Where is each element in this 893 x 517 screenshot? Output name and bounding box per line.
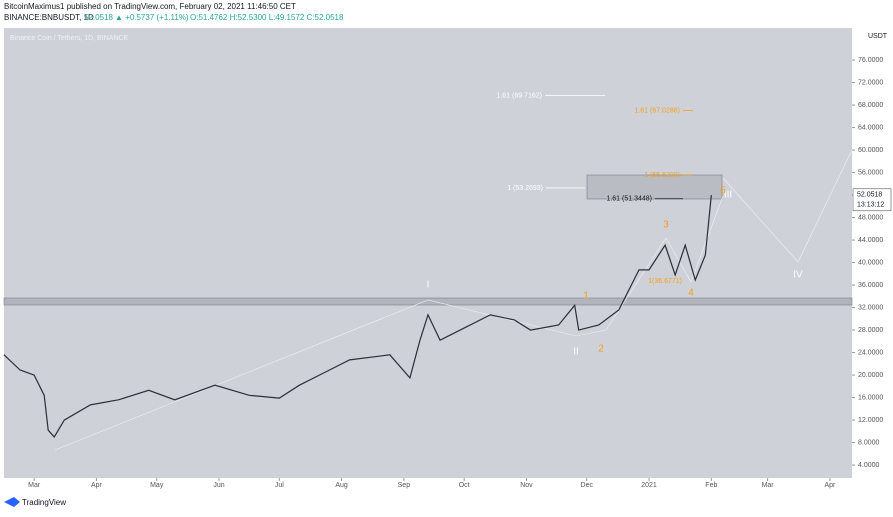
last-price-box bbox=[852, 188, 892, 212]
y-tick-label: 60.0000 bbox=[858, 147, 883, 154]
y-tick-label: 76.0000 bbox=[858, 57, 883, 64]
fib-label: 1.61 (67.0288) bbox=[634, 107, 680, 114]
fib-label: 1 (53.2693) bbox=[507, 185, 543, 192]
header-title: BitcoinMaximus1 published on TradingView… bbox=[4, 2, 296, 11]
x-tick-label: Dec bbox=[581, 482, 594, 489]
y-tick-label: 48.0000 bbox=[858, 214, 883, 221]
x-tick-label: Apr bbox=[91, 482, 103, 489]
y-tick-label: 44.0000 bbox=[858, 237, 883, 244]
x-tick-label: Aug bbox=[335, 482, 348, 489]
wave-label: 3 bbox=[663, 220, 669, 231]
header-price: 52.0518 bbox=[84, 13, 113, 22]
x-tick-label: Mar bbox=[28, 482, 41, 489]
y-tick-label: 8.0000 bbox=[858, 439, 880, 446]
x-tick-label: Mar bbox=[762, 482, 775, 489]
x-tick-label: May bbox=[150, 482, 164, 489]
projection-path bbox=[722, 149, 853, 263]
y-axis-label: USDT bbox=[868, 33, 888, 40]
y-tick-label: 68.0000 bbox=[858, 102, 883, 109]
y-tick-label: 24.0000 bbox=[858, 349, 883, 356]
wave-label: 1 bbox=[583, 291, 589, 302]
support-band bbox=[3, 297, 853, 306]
header-ohlc: O:51.4762 H:52.5300 L:49.1572 C:52.0518 bbox=[190, 13, 344, 22]
fib-label: 1 (55.5200) bbox=[644, 172, 680, 179]
fib-label: 1.61 (51.3448) bbox=[606, 196, 652, 203]
countdown: 13:13:12 bbox=[857, 202, 884, 209]
header-change: ▲ +0.5737 (+1.11%) bbox=[115, 13, 189, 22]
y-tick-label: 36.0000 bbox=[858, 282, 883, 289]
y-tick-label: 12.0000 bbox=[858, 417, 883, 424]
y-tick-label: 32.0000 bbox=[858, 304, 883, 311]
y-tick-label: 72.0000 bbox=[858, 79, 883, 86]
x-tick-label: Sep bbox=[398, 482, 411, 489]
x-tick-label: Nov bbox=[520, 482, 533, 489]
header-symbol: BINANCE:BNBUSDT, 1D bbox=[4, 13, 94, 22]
wave-label: 2 bbox=[598, 344, 604, 355]
x-tick-label: 2021 bbox=[641, 482, 657, 489]
resistance-box bbox=[586, 174, 723, 200]
wave-label: II bbox=[573, 347, 579, 358]
y-tick-label: 40.0000 bbox=[858, 259, 883, 266]
y-tick-label: 64.0000 bbox=[858, 124, 883, 131]
price-line bbox=[3, 195, 712, 438]
logo bbox=[4, 497, 20, 507]
footer-brand: TradingView bbox=[22, 498, 66, 507]
chart-title: Binance Coin / Tethers, 1D, BINANCE bbox=[10, 35, 128, 42]
y-tick-label: 56.0000 bbox=[858, 169, 883, 176]
fib-label: 1(36.6771) bbox=[648, 278, 682, 285]
fib-label: 1.61 (69.7162) bbox=[496, 92, 542, 99]
plot-area bbox=[4, 28, 852, 478]
wave-label: 4 bbox=[688, 288, 694, 299]
x-tick-label: Jul bbox=[275, 482, 284, 489]
x-tick-label: Oct bbox=[459, 482, 470, 489]
last-price: 52.0518 bbox=[857, 192, 882, 199]
wave-label: I bbox=[427, 280, 430, 291]
wave-label: IV bbox=[793, 270, 803, 281]
wave-path bbox=[54, 195, 724, 451]
x-tick-label: Jun bbox=[213, 482, 224, 489]
wave-label: 5 bbox=[720, 186, 726, 197]
y-tick-label: 16.0000 bbox=[858, 394, 883, 401]
y-tick-label: 4.0000 bbox=[858, 462, 880, 469]
y-tick-label: 28.0000 bbox=[858, 327, 883, 334]
wave-lines bbox=[54, 149, 853, 451]
wave-label: III bbox=[724, 190, 732, 201]
x-tick-label: Apr bbox=[824, 482, 836, 489]
y-tick-label: 20.0000 bbox=[858, 372, 883, 379]
x-tick-label: Feb bbox=[705, 482, 717, 489]
